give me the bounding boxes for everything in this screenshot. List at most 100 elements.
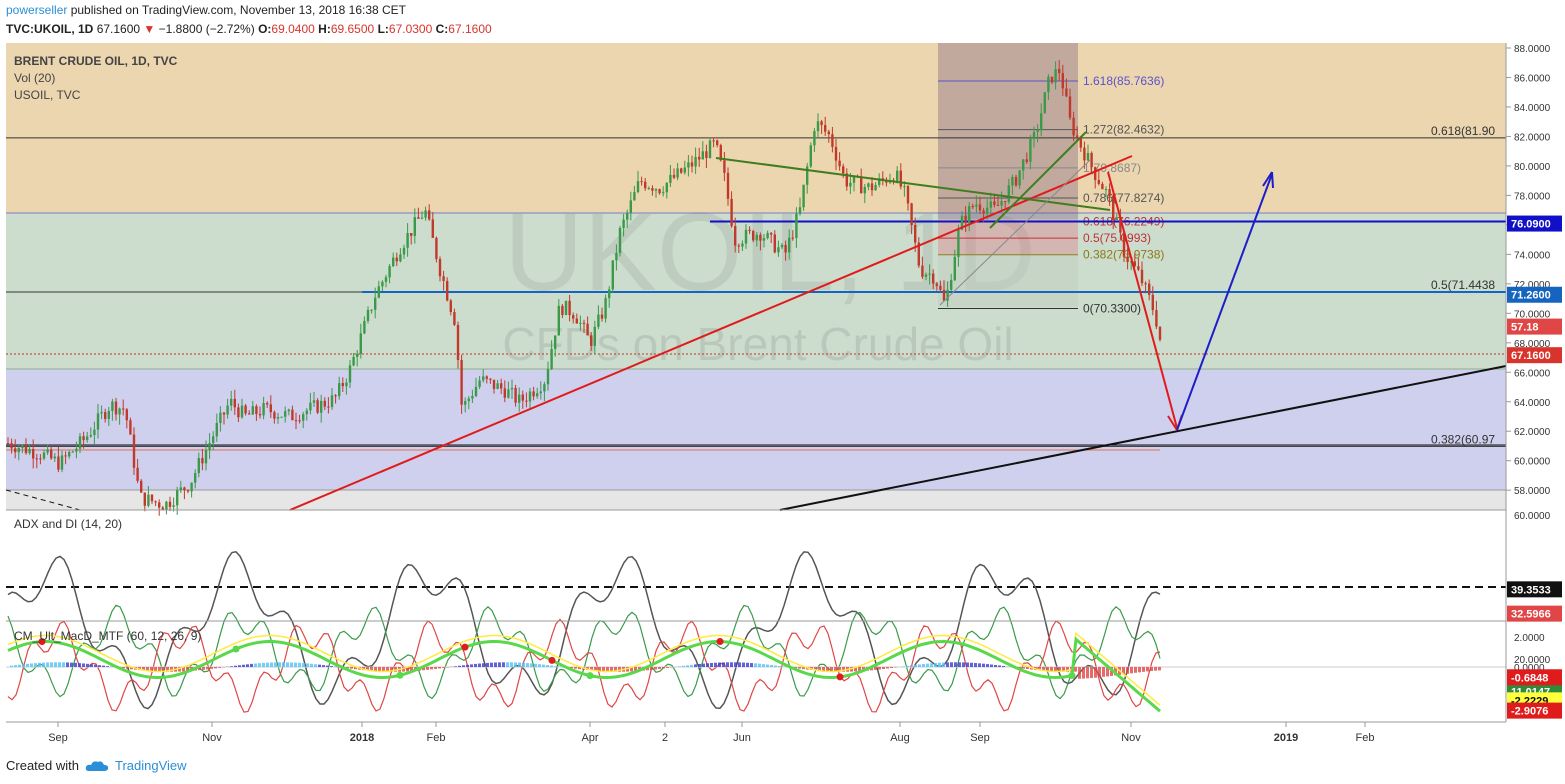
macd-histogram-bar — [1066, 667, 1069, 672]
candle-body — [114, 401, 118, 415]
macd-histogram-bar — [690, 664, 693, 667]
candle-body — [539, 391, 542, 394]
macd-histogram-bar — [314, 664, 317, 667]
candle-body — [14, 448, 17, 453]
macd-histogram-bar — [1050, 667, 1053, 672]
macd-signal-line — [7, 631, 1161, 706]
macd-histogram-bar — [54, 662, 57, 667]
candle-body — [345, 382, 348, 387]
candle-body — [374, 297, 377, 310]
cloud-icon — [85, 760, 109, 771]
candle-body — [1090, 152, 1093, 168]
macd-histogram-bar — [1130, 667, 1133, 674]
macd-histogram-bar — [150, 667, 153, 672]
macd-histogram-bar — [902, 666, 905, 667]
di-minus-line — [7, 618, 1161, 713]
macd-histogram-bar — [590, 667, 593, 671]
macd-histogram-bar — [834, 667, 837, 672]
macd-histogram-bar — [178, 667, 181, 672]
macd-histogram-bar — [950, 662, 953, 667]
macd-histogram-bar — [326, 665, 329, 667]
candle-body — [384, 277, 388, 282]
macd-histogram-bar — [234, 665, 237, 667]
candle-body — [593, 326, 596, 346]
chart-area[interactable]: UKOIL, 1D CFDs on Brent Crude Oil 1.618(… — [0, 40, 1565, 760]
macd-histogram-bar — [966, 662, 969, 667]
macd-histogram-bar — [754, 663, 757, 667]
candle-body — [910, 203, 913, 226]
candle-body — [590, 335, 593, 346]
macd-histogram-bar — [430, 667, 433, 670]
time-tick-label: Nov — [202, 732, 222, 744]
macd-histogram-bar — [1018, 667, 1021, 669]
macd-histogram-bar — [938, 662, 941, 667]
macd-histogram-bar — [242, 664, 245, 667]
candle-body — [878, 178, 881, 185]
candle-body — [845, 173, 848, 187]
candle-body — [410, 233, 413, 236]
candle-body — [996, 204, 1000, 206]
legend-line1: BRENT CRUDE OIL, 1D, TVC — [14, 54, 178, 68]
adx-tag-bg — [1507, 605, 1562, 622]
candle-body — [341, 383, 344, 387]
candle-body — [1072, 117, 1075, 136]
macd-histogram-bar — [822, 667, 825, 672]
candle-body — [514, 387, 517, 403]
macd-histogram-bar — [1090, 667, 1093, 679]
macd-histogram-bar — [294, 662, 297, 667]
candle-body — [780, 244, 784, 248]
macd-histogram-bar — [306, 663, 309, 667]
macd-cross-dot — [396, 671, 404, 679]
candle-body — [770, 232, 773, 235]
macd-histogram-bar — [694, 664, 697, 667]
publisher-link[interactable]: powerseller — [6, 3, 68, 17]
ohlc-low: 67.0300 — [388, 22, 433, 36]
macd-histogram-bar — [890, 667, 893, 668]
macd-tick-label: 2.0000 — [1514, 633, 1545, 644]
candle-body — [136, 467, 139, 481]
macd-histogram-bar — [94, 664, 97, 667]
macd-histogram-bar — [986, 664, 989, 667]
candle-body — [978, 204, 982, 211]
candle-body — [1040, 113, 1043, 131]
candle-body — [1025, 159, 1028, 162]
candle-body — [546, 369, 550, 385]
macd-histogram-bar — [978, 663, 981, 667]
candle-body — [906, 186, 910, 204]
chart-svg[interactable]: UKOIL, 1D CFDs on Brent Crude Oil 1.618(… — [0, 40, 1565, 760]
candle-body — [428, 210, 431, 220]
price-tick-label: 86.0000 — [1514, 73, 1551, 84]
candle-body — [942, 289, 946, 301]
time-tick-label: Feb — [1356, 732, 1375, 744]
tradingview-link[interactable]: TradingView — [114, 758, 187, 773]
macd-cross-dot — [461, 643, 469, 651]
macd-histogram-bar — [290, 662, 293, 667]
candle-body — [284, 411, 287, 417]
candle-body — [208, 443, 211, 450]
ohlc-high: 69.6500 — [330, 22, 375, 36]
candle-body — [921, 265, 924, 277]
candle-body — [1112, 195, 1115, 220]
macd-histogram-bar — [310, 663, 313, 667]
macd-histogram-bar — [542, 664, 545, 667]
macd-histogram-bar — [1062, 667, 1065, 672]
macd-histogram-bar — [778, 666, 781, 667]
macd-histogram-bar — [758, 663, 761, 667]
ohlc-h-label: H: — [318, 22, 331, 36]
candle-body — [158, 502, 161, 508]
candle-body — [230, 398, 233, 406]
candle-body — [950, 280, 953, 290]
candle-body — [766, 232, 769, 239]
macd-histogram-bar — [350, 667, 353, 669]
candle-body — [402, 247, 406, 255]
macd-histogram-bar — [946, 662, 949, 667]
macd-tag: -0.6848 — [1511, 672, 1548, 684]
candle-body — [748, 229, 751, 232]
candle-body — [168, 501, 172, 507]
macd-histogram-bar — [354, 667, 357, 670]
macd-histogram-bar — [1058, 667, 1061, 672]
macd-histogram-bar — [826, 667, 829, 672]
candle-body — [1108, 189, 1111, 196]
candle-body — [1126, 256, 1129, 263]
time-axis: Sep Nov 2018 Feb Apr 2 Jun Aug Sep Nov 2019 Feb — [48, 722, 1374, 744]
